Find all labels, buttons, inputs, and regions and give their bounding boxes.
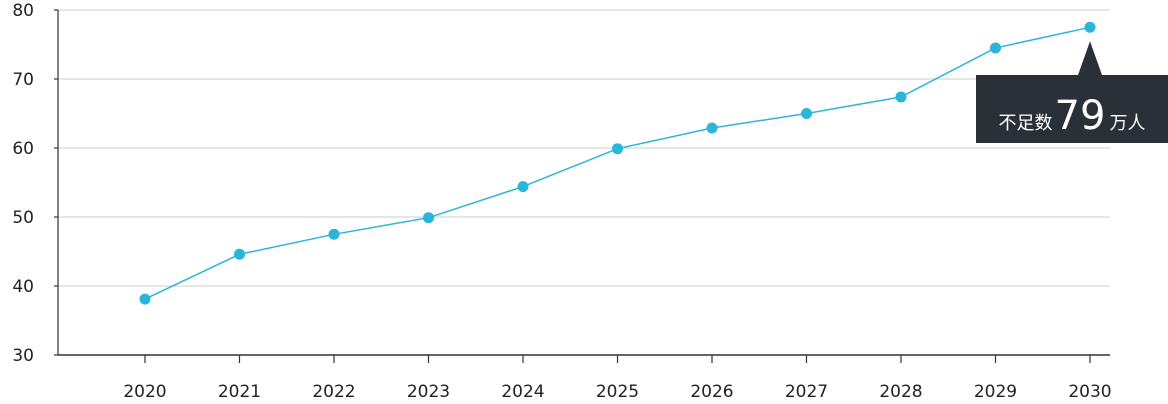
x-tick-label-2026: 2026 [690,382,733,402]
data-point-2021 [234,248,245,260]
y-tick-label-60: 60 [12,139,34,159]
data-point-2027 [801,108,812,119]
x-tick-label-2021: 2021 [218,382,261,402]
data-point-2023 [423,212,434,224]
y-tick-label-50: 50 [12,208,34,228]
x-tick-label-2024: 2024 [501,382,544,402]
data-point-2026 [706,122,718,134]
series-line [144,26,1091,300]
y-tick-label-80: 80 [12,1,34,21]
callout-box [976,75,1168,143]
x-tick-label-2030: 2030 [1068,382,1111,402]
y-tick-label-70: 70 [12,70,34,90]
annotation-callout: 不足数79 万人 [976,41,1168,143]
data-point-2020 [139,293,151,305]
series-points [139,21,1096,305]
data-point-2029 [990,42,1001,54]
gridlines [58,9,1110,287]
x-tick-label-2027: 2027 [785,382,828,402]
x-tick-label-2028: 2028 [879,382,922,402]
callout-text: 不足数79 万人 [999,93,1146,139]
y-axis-ticks: 30 40 50 60 70 80 [12,1,58,366]
data-point-2022 [328,228,340,240]
data-point-2025 [612,143,623,155]
y-tick-label-30: 30 [12,346,34,366]
x-axis-ticks: 2020 2021 2022 2023 2024 2025 2026 2027 2028 2029… [123,355,1112,402]
callout-suffix: 万人 [1109,113,1145,134]
x-tick-label-2020: 2020 [123,382,166,402]
data-point-2024 [517,181,529,193]
x-tick-label-2025: 2025 [596,382,639,402]
data-point-2028 [895,91,907,103]
data-point-2030 [1084,21,1096,33]
callout-value: 79 [1055,93,1106,139]
x-tick-label-2023: 2023 [407,382,450,402]
y-tick-label-40: 40 [12,277,34,297]
x-tick-label-2022: 2022 [312,382,355,402]
callout-pointer [1078,41,1102,75]
x-tick-label-2029: 2029 [974,382,1017,402]
callout-prefix: 不足数 [999,113,1053,134]
